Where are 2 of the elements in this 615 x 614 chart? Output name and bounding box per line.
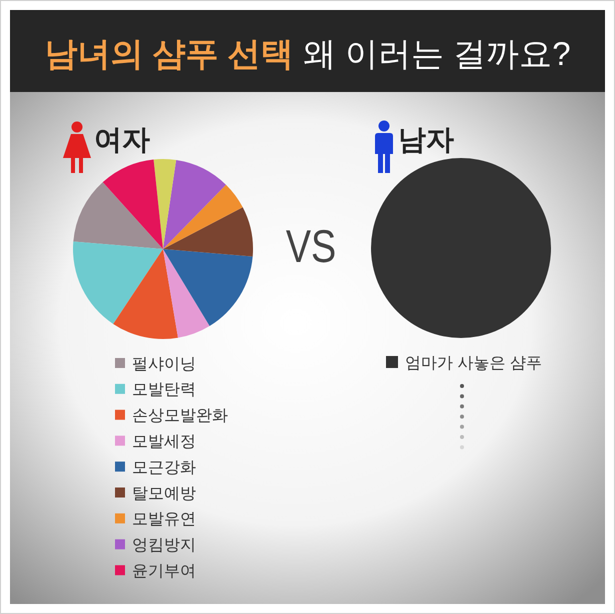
annotation: VS [286, 220, 336, 272]
headline: 남녀의 샴푸 선택 왜 이러는 걸까요? [44, 35, 571, 72]
